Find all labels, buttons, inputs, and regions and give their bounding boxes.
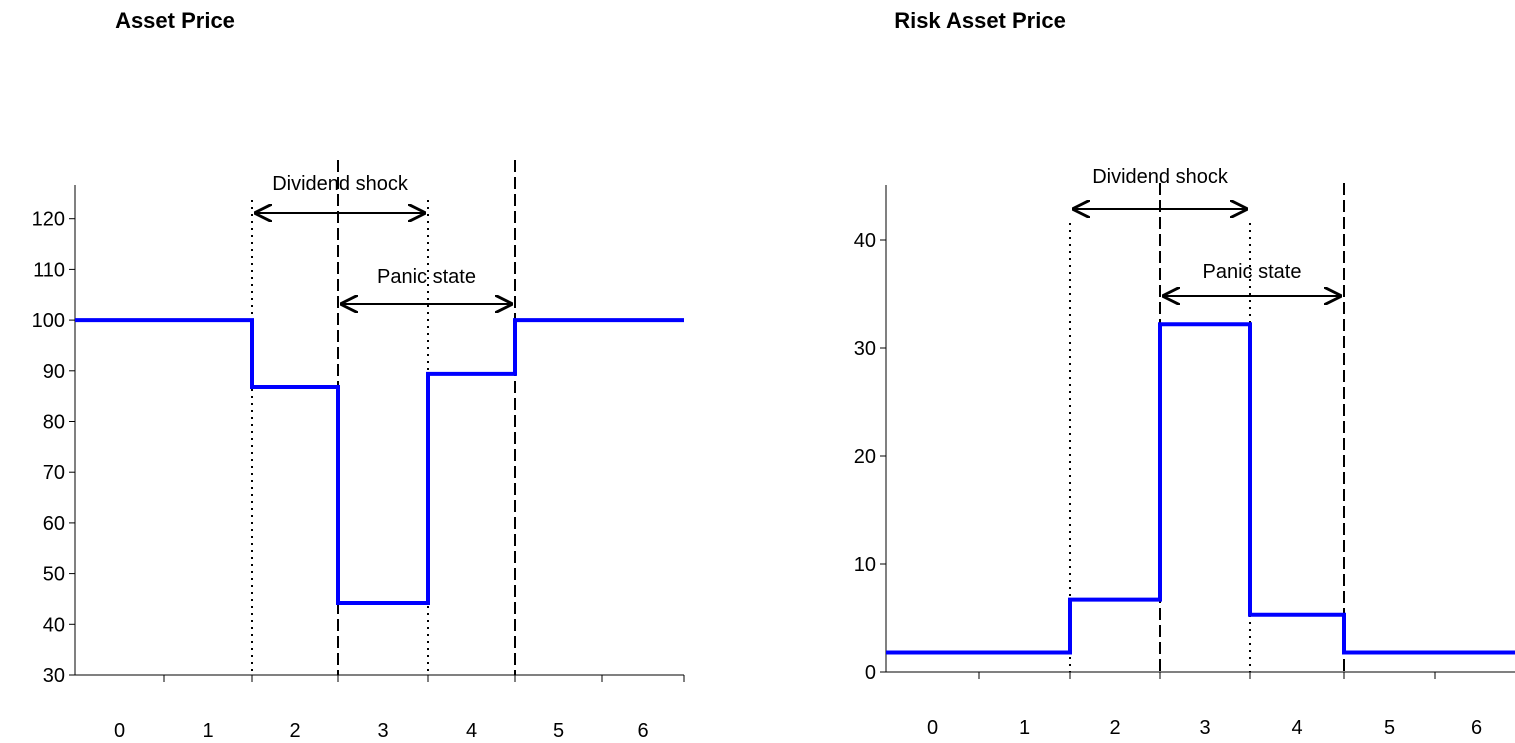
x-tick-label: 4 [466,720,477,742]
annotation-label: Dividend shock [1092,166,1229,188]
x-tick-label: 6 [1471,717,1482,739]
risk-asset-price-plot: 0 10 20 30 40 0 1 2 3 4 5 6 Dividend shock Panic stat… [854,166,1515,739]
x-tick-label: 1 [202,720,213,742]
asset-price-plot: 30 40 50 60 70 80 90 100 110 120 0 1 2 3 4 5 6 Dividend s… [32,160,685,742]
chart-title: Risk Asset Price [894,8,1066,33]
series-line [886,322,1515,655]
x-tick-label: 3 [1199,717,1210,739]
x-tick-label: 2 [289,720,300,742]
annotation-label: Dividend shock [272,173,409,195]
y-tick-label: 110 [33,259,65,281]
chart-title: Asset Price [115,8,235,33]
x-tick-label: 0 [927,717,938,739]
x-tick-label: 5 [553,720,564,742]
series-line [75,318,684,606]
y-tick-label: 80 [43,412,65,434]
x-tick-label: 0 [114,720,125,742]
y-tick-label: 0 [865,662,876,684]
y-tick-label: 30 [43,665,65,687]
x-tick-label: 6 [637,720,648,742]
x-tick-label: 4 [1291,717,1302,739]
annotation-label: Panic state [377,266,476,288]
x-tick-label: 5 [1384,717,1395,739]
x-tick-label: 1 [1019,717,1030,739]
risk-asset-price-chart: Risk Asset Price 0 10 20 30 40 0 1 2 3 4 5 6 Dividen… [757,0,1515,743]
x-tick-label: 2 [1109,717,1120,739]
x-tick-label: 3 [377,720,388,742]
y-tick-label: 60 [43,513,65,535]
y-tick-label: 40 [854,230,876,252]
asset-price-chart: Asset Price 30 40 50 60 70 80 90 100 110 120 0 1 2 3 4… [0,0,757,743]
y-tick-label: 70 [43,462,65,484]
y-tick-label: 10 [854,554,876,576]
y-tick-label: 20 [854,446,876,468]
y-tick-label: 50 [43,564,65,586]
y-tick-label: 90 [43,361,65,383]
annotation-label: Panic state [1203,261,1302,283]
y-tick-label: 40 [43,614,65,636]
y-tick-label: 120 [32,209,65,231]
y-tick-label: 30 [854,338,876,360]
y-tick-label: 100 [32,310,65,332]
